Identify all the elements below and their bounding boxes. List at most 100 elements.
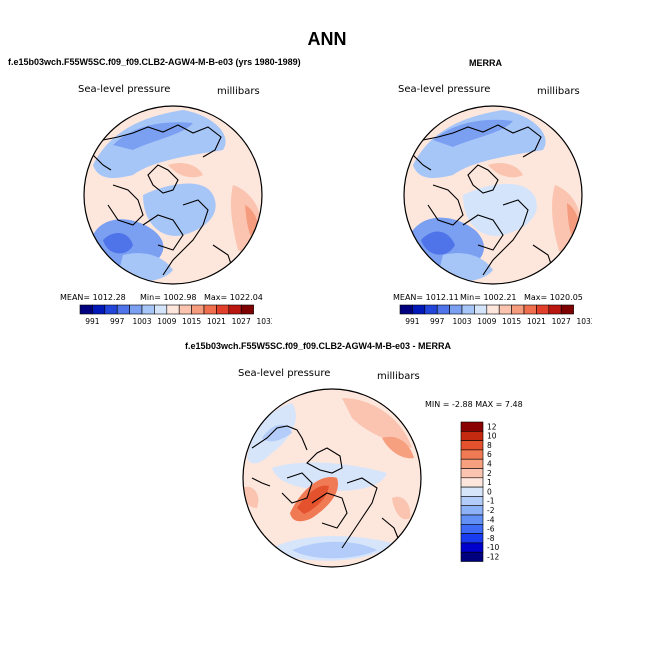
- colorbar-tick-label: 1003: [452, 317, 471, 326]
- colorbar-tick-label: 2: [487, 469, 492, 478]
- panel-1-units-label: millibars: [217, 86, 260, 97]
- colorbar-tick-label: 1009: [477, 317, 496, 326]
- colorbar-tick-label: 991: [405, 317, 420, 326]
- colorbar-tick-label: 0: [487, 487, 492, 496]
- panel-3-units-label: millibars: [377, 371, 420, 382]
- colorbar-box: [548, 304, 562, 315]
- colorbar-box: [178, 304, 192, 315]
- panel-1-min: Min= 1002.98: [140, 293, 197, 302]
- panel-1-max: Max= 1022.04: [204, 293, 263, 302]
- colorbar-box: [511, 304, 525, 315]
- panel-3-colorbar-boxes: [460, 421, 484, 562]
- colorbar-box: [460, 421, 484, 432]
- panel-2-variable-label: Sea-level pressure: [398, 84, 491, 95]
- panel-3-field: [243, 389, 421, 567]
- colorbar-box: [460, 524, 484, 534]
- colorbar-box: [460, 551, 484, 562]
- panel-3-minmax: MIN = -2.88 MAX = 7.48: [425, 400, 523, 409]
- panel-1-colorbar-ticks: 991 997 1003 1009 1015 1021 1027 1033: [85, 317, 272, 326]
- panel-3-title: f.e15b03wch.F55W5SC.f09_f09.CLB2-AGW4-M-…: [185, 341, 452, 351]
- colorbar-box: [216, 304, 230, 315]
- colorbar-tick-label: 1033: [576, 317, 592, 326]
- colorbar-box: [474, 304, 488, 315]
- colorbar-box: [460, 533, 484, 544]
- colorbar-box: [460, 514, 484, 525]
- panel-1-map-border: [83, 105, 263, 285]
- panel-3-coastlines: [251, 425, 401, 549]
- panel-1-field: [84, 106, 262, 284]
- panel-1-title: f.e15b03wch.F55W5SC.f09_f09.CLB2-AGW4-M-…: [8, 57, 301, 67]
- colorbar-tick-label: -8: [487, 534, 495, 543]
- colorbar-box: [560, 304, 574, 315]
- colorbar-tick-label: 1027: [232, 317, 251, 326]
- colorbar-box: [498, 304, 512, 315]
- colorbar-box: [154, 304, 168, 315]
- colorbar-box: [141, 304, 155, 315]
- colorbar-box: [460, 468, 484, 479]
- colorbar-tick-label: 1027: [552, 317, 571, 326]
- colorbar-tick-label: 12: [487, 422, 497, 431]
- colorbar-box: [240, 304, 254, 315]
- panel-1-colorbar-boxes: [79, 304, 254, 315]
- colorbar-box: [79, 304, 93, 315]
- colorbar-box: [166, 304, 180, 315]
- colorbar-tick-label: 8: [487, 441, 492, 450]
- colorbar-tick-label: 10: [487, 432, 497, 441]
- colorbar-tick-label: 1021: [207, 317, 226, 326]
- colorbar-box: [203, 304, 217, 315]
- colorbar-box: [460, 496, 484, 507]
- colorbar-box: [461, 304, 475, 315]
- colorbar-box: [191, 304, 205, 315]
- colorbar-tick-label: 1009: [157, 317, 176, 326]
- panel-1-map: [83, 105, 263, 285]
- panel-3-variable-label: Sea-level pressure: [238, 368, 331, 379]
- colorbar-box: [460, 505, 484, 516]
- panel-2-mean: MEAN= 1012.11: [393, 293, 459, 302]
- panel-2-map: [403, 105, 583, 285]
- colorbar-box: [424, 304, 438, 315]
- panel-3-map: [242, 388, 422, 568]
- colorbar-tick-label: 1021: [527, 317, 546, 326]
- colorbar-box: [460, 542, 484, 553]
- colorbar-tick-label: 6: [487, 450, 492, 459]
- colorbar-box: [460, 477, 484, 488]
- panel-1-mean: MEAN= 1012.28: [60, 293, 126, 302]
- colorbar-tick-label: -12: [487, 553, 499, 562]
- page-title: ANN: [307, 29, 347, 49]
- colorbar-box: [92, 304, 106, 315]
- colorbar-tick-label: 991: [85, 317, 100, 326]
- colorbar-box: [536, 304, 550, 315]
- colorbar-box: [460, 440, 484, 451]
- panel-2-colorbar-ticks: 991 997 1003 1009 1015 1021 1027 1033: [405, 317, 592, 326]
- panel-3-map-border: [242, 388, 422, 568]
- panel-1-variable-label: Sea-level pressure: [78, 84, 171, 95]
- colorbar-tick-label: 4: [487, 460, 492, 469]
- colorbar-box: [436, 304, 450, 315]
- colorbar-box: [399, 304, 413, 315]
- colorbar-tick-label: -4: [487, 515, 495, 524]
- panel-1-colorbar: 991 997 1003 1009 1015 1021 1027 1033: [79, 304, 272, 326]
- colorbar-box: [460, 431, 484, 441]
- panel-2-colorbar-boxes: [399, 304, 574, 315]
- panel-2-field: [404, 106, 582, 284]
- panel-2-units-label: millibars: [537, 86, 580, 97]
- panel-2-colorbar: 991 997 1003 1009 1015 1021 1027 1033: [399, 304, 592, 326]
- colorbar-box: [486, 304, 500, 315]
- colorbar-tick-label: 997: [110, 317, 125, 326]
- colorbar-tick-label: -1: [487, 497, 495, 506]
- colorbar-tick-label: 1: [487, 478, 492, 487]
- colorbar-tick-label: -6: [487, 525, 495, 534]
- colorbar-tick-label: 1015: [502, 317, 521, 326]
- colorbar-tick-label: -2: [487, 506, 495, 515]
- panel-2-max: Max= 1020.05: [524, 293, 583, 302]
- panel-2-title: MERRA: [469, 58, 502, 68]
- colorbar-box: [523, 304, 537, 315]
- colorbar-tick-label: 1015: [182, 317, 201, 326]
- colorbar-tick-label: 997: [430, 317, 445, 326]
- colorbar-box: [460, 449, 484, 460]
- colorbar-box: [116, 304, 130, 315]
- colorbar-tick-label: -10: [487, 543, 499, 552]
- colorbar-box: [449, 304, 463, 315]
